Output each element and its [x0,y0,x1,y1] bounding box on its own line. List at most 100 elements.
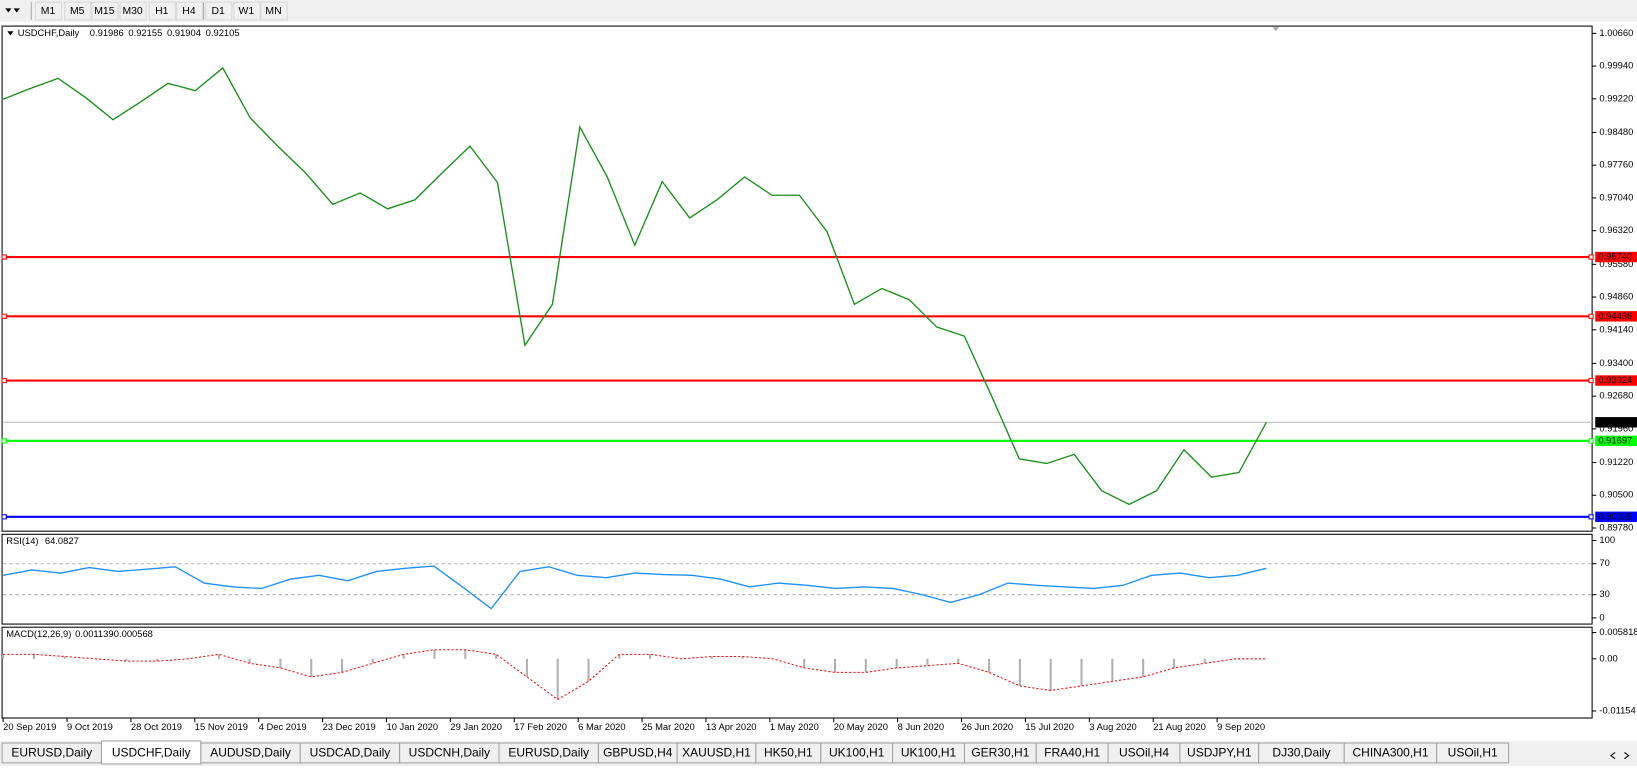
period-label[interactable]: W1 [239,6,255,17]
level-tag [1595,511,1637,523]
level-anchor [1,377,7,384]
level-anchor [1588,438,1594,444]
tab-label[interactable]: UK100,H1 [901,746,957,760]
period-label[interactable]: M5 [70,6,85,17]
period-label[interactable]: H1 [155,6,169,17]
level-label: 0.94436 [1598,310,1632,321]
x-tick-label: 1 May 2020 [770,721,819,732]
level-tag [1595,251,1637,263]
tab-scroll[interactable] [1610,752,1630,760]
level-anchor [1,514,7,520]
main-panel [1,25,1593,532]
period-button[interactable] [148,1,176,21]
macd-tick-label: 0.00 [1599,652,1617,663]
period-label[interactable]: MN [265,6,281,17]
rsi-tick-label: 30 [1599,588,1609,599]
y-tick-label: 0.98480 [1599,126,1633,137]
x-tick-label: 9 Sep 2020 [1217,721,1265,732]
rsi-tick-label: 0 [1599,611,1604,622]
tab-label[interactable]: USDCAD,Daily [310,746,391,760]
level-anchor [1588,514,1594,520]
tab-label[interactable]: FRA40,H1 [1044,746,1100,760]
period-buttons: M1 M5 M15 M30 H1 H4 D1 W1 MN [34,1,288,21]
tab-label[interactable]: EURUSD,Daily [508,746,589,760]
period-button[interactable] [175,1,204,21]
period-button[interactable] [233,1,261,21]
y-tick-label: 0.94140 [1599,323,1633,334]
level-anchor [1,313,7,319]
x-tick-label: 3 Aug 2020 [1089,721,1136,732]
ohlc-value: 0.91986 [90,27,124,38]
x-tick-label: 9 Oct 2019 [67,721,113,732]
level-tag [1595,311,1637,322]
level-label: 0.90026 [1598,510,1632,521]
ohlc-value: 0.91904 [167,27,201,38]
period-label[interactable]: M15 [94,6,114,17]
y-tick-label: 0.89780 [1599,521,1633,532]
toolbar-dropdown[interactable] [5,8,12,13]
y-tick-label: 0.90500 [1599,489,1633,500]
tabs: EURUSD,Daily USDCHF,Daily AUDUSD,Daily USDC… [1,740,1510,765]
x-tick-label: 23 Dec 2019 [323,721,376,732]
series-line [2,66,1267,506]
tab-label[interactable]: USOil,H1 [1448,746,1498,760]
ohlc-value: 0.92105 [206,27,240,38]
rsi-tick-label: 100 [1599,534,1615,545]
rsi-label: RSI(14) [6,535,38,546]
toolbar-dropdown[interactable] [13,8,20,13]
y-tick-label: 1.00660 [1599,27,1633,38]
period-label[interactable]: M30 [122,6,142,17]
tab-label[interactable]: DJ30,Daily [1272,746,1330,760]
level-tag [1595,375,1637,386]
y-tick-label: 0.99220 [1599,92,1633,103]
tab-label[interactable]: HK50,H1 [764,746,813,760]
tab-label[interactable]: AUDUSD,Daily [210,746,291,760]
series-line [3,565,1267,610]
rsi-tick-label: 70 [1599,557,1609,568]
tab-label[interactable]: USDCHF,Daily [112,746,191,760]
y-tick-label: 0.96320 [1599,224,1633,235]
tab-label[interactable]: USDJPY,H1 [1187,746,1252,760]
x-tick-label: 4 Dec 2019 [259,721,307,732]
period-button[interactable] [34,1,63,21]
tab-label[interactable]: USOil,H4 [1119,746,1169,760]
x-tick-label: 8 Jun 2020 [898,721,944,732]
tab-label[interactable]: GER30,H1 [971,746,1029,760]
level-anchor [1588,377,1594,384]
level-anchor [1,438,7,444]
y-tick-label: 0.91960 [1599,422,1633,433]
tab-label[interactable]: GBPUSD,H4 [603,746,673,760]
toolbar [0,0,1637,22]
period-label[interactable]: D1 [212,6,226,17]
tab-label[interactable]: XAUUSD,H1 [682,746,751,760]
x-tick-label: 20 Sep 2019 [3,721,56,732]
period-label[interactable]: H4 [182,6,196,17]
price-tag-label: 0.92105 [1598,416,1632,427]
y-tick-label: 0.95580 [1599,258,1633,269]
level-label: 0.95740 [1598,251,1632,262]
x-tick-label: 28 Oct 2019 [131,721,182,732]
shift-marker [1272,27,1279,32]
rsi-value: 64.0827 [45,535,79,546]
tab-label[interactable]: UK100,H1 [829,746,885,760]
x-tick-label: 26 Jun 2020 [962,721,1014,732]
level-label: 0.91697 [1598,434,1632,445]
macd-signal: -0.000568 [111,628,153,639]
tab[interactable] [1436,742,1510,764]
tab-label[interactable]: CHINA300,H1 [1352,746,1428,760]
period-button[interactable] [91,1,119,21]
macd-signal-line [3,649,1267,701]
period-button[interactable] [119,1,147,21]
period-button[interactable] [64,1,92,21]
tab-label[interactable]: EURUSD,Daily [11,746,92,760]
period-button[interactable] [205,1,233,21]
tab-label[interactable]: USDCNH,Daily [409,746,490,760]
level-anchor [1588,313,1594,319]
level-tag [1595,435,1637,447]
level-anchor [1588,254,1594,260]
period-button[interactable] [260,1,288,21]
x-tick-label: 25 Mar 2020 [642,721,695,732]
period-label[interactable]: M1 [41,6,56,17]
macd-main: 0.001139 [75,628,113,639]
